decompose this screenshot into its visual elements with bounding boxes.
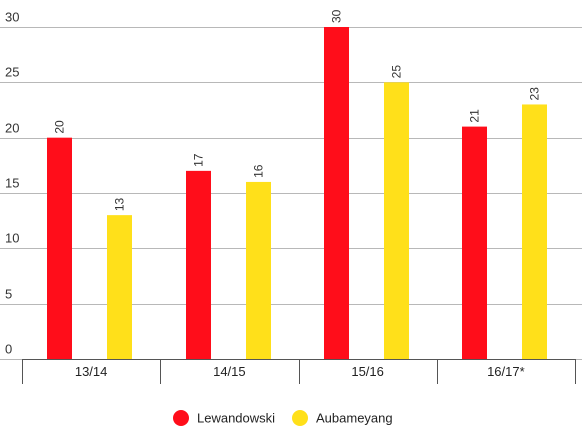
data-label-lewandowski-3: 21 [468,109,482,123]
x-tick-label-0: 13/14 [75,364,108,379]
y-tick-label-5: 5 [5,287,12,302]
legend-marker-aubameyang [292,410,308,426]
data-label-aubameyang-1: 16 [252,164,266,178]
bar-aubameyang-3 [522,104,547,359]
y-tick-label-0: 0 [5,342,12,357]
bar-aubameyang-0 [107,215,132,359]
data-label-lewandowski-2: 30 [330,9,344,23]
bar-aubameyang-1 [246,181,271,359]
bar-lewandowski-3 [462,126,487,359]
bar-lewandowski-1 [186,170,211,359]
bar-lewandowski-0 [47,137,72,359]
data-label-lewandowski-0: 20 [53,120,67,134]
data-label-aubameyang-0: 13 [113,197,127,211]
x-tick-label-3: 16/17* [487,364,525,379]
x-tick-label-2: 15/16 [351,364,384,379]
data-label-lewandowski-1: 17 [192,153,206,167]
y-tick-label-10: 10 [5,231,19,246]
data-label-aubameyang-2: 25 [390,65,404,79]
bar-aubameyang-2 [384,82,409,359]
legend-label-aubameyang: Aubameyang [316,411,393,426]
y-tick-label-20: 20 [5,121,19,136]
y-tick-label-30: 30 [5,10,19,25]
bar-lewandowski-2 [324,27,349,359]
x-tick-label-1: 14/15 [213,364,246,379]
x-axis: 13/14 14/15 15/16 16/17* [22,359,576,384]
bars: 20 13 17 16 30 25 21 23 [47,9,547,359]
legend: Lewandowski Aubameyang [173,410,393,426]
legend-marker-lewandowski [173,410,189,426]
legend-label-lewandowski: Lewandowski [197,411,275,426]
data-label-aubameyang-3: 23 [528,87,542,101]
gridlines: 0 5 10 15 20 25 30 [0,10,582,360]
y-tick-label-25: 25 [5,65,19,80]
y-tick-label-15: 15 [5,176,19,191]
